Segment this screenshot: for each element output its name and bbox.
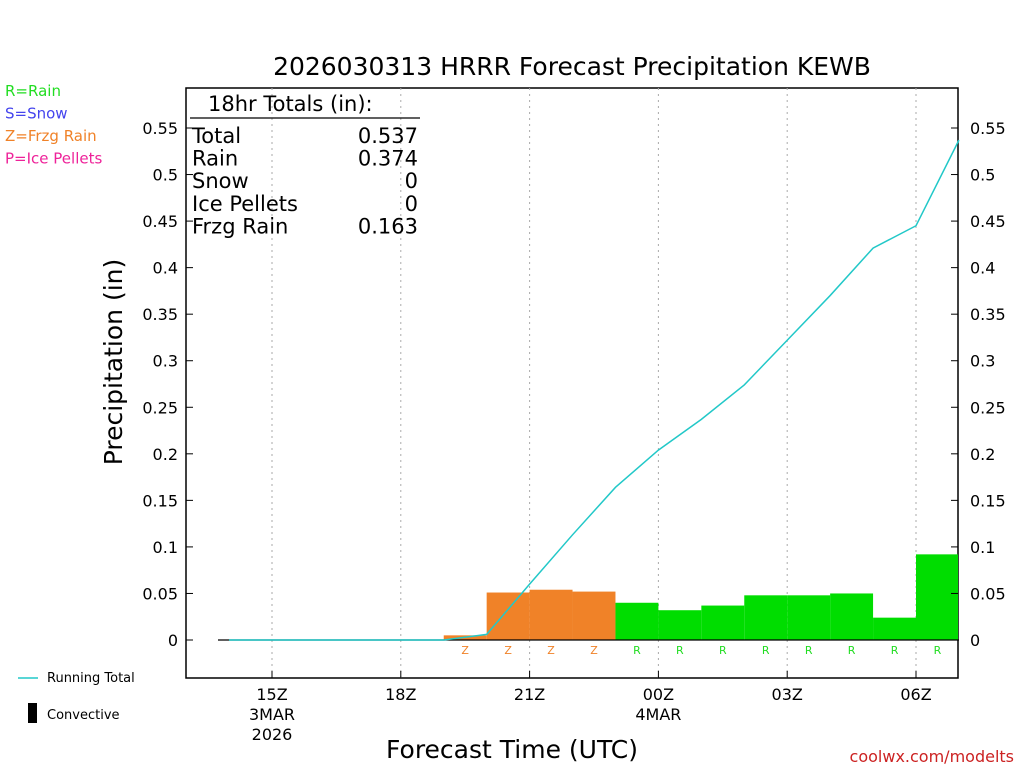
bottom-legend: Running Total Convective — [18, 671, 135, 723]
running-total-line — [229, 139, 960, 641]
totals-heading: 18hr Totals (in): — [208, 92, 373, 116]
totals-row-value: 0 — [405, 169, 418, 193]
x-axis-title: Forecast Time (UTC) — [386, 735, 638, 764]
y-tick-label-right: 0.2 — [970, 445, 995, 464]
y-tick-label-left: 0.4 — [153, 259, 178, 278]
precip-bar — [830, 593, 874, 640]
grid-lines — [271, 88, 917, 678]
precip-bar — [572, 591, 616, 640]
precip-type-label: Z — [504, 644, 512, 657]
running-total-legend-label: Running Total — [47, 671, 135, 686]
precip-type-legend-entry: Z=Frzg Rain — [5, 127, 97, 145]
precip-type-label: Z — [590, 644, 598, 657]
y-tick-label-left: 0.5 — [153, 166, 178, 185]
y-tick-label-right: 0.15 — [970, 491, 1006, 510]
precip-type-legend-entry: S=Snow — [5, 105, 68, 123]
y-tick-label-left: 0.15 — [142, 491, 178, 510]
precip-bar — [615, 602, 659, 640]
precip-bar — [701, 605, 745, 640]
y-axis-left: 0 0.05 0.1 0.15 0.2 0.25 0.3 0.35 0.4 0.45 0.5 0.55 — [142, 119, 193, 650]
convective-legend-label: Convective — [47, 708, 120, 723]
x-tick-label: 21Z — [514, 685, 545, 704]
precip-type-label: R — [719, 644, 727, 657]
precip-type-label: R — [762, 644, 770, 657]
y-tick-label-left: 0.1 — [153, 538, 178, 557]
y-tick-label-left: 0.2 — [153, 445, 178, 464]
totals-row-label: Ice Pellets — [192, 192, 298, 216]
totals-row-label: Rain — [192, 147, 238, 171]
y-tick-label-right: 0.5 — [970, 166, 995, 185]
y-tick-label-right: 0.1 — [970, 538, 995, 557]
x-tick-label: 18Z — [385, 685, 416, 704]
precip-type-label: R — [891, 644, 899, 657]
precip-type-label: R — [934, 644, 942, 657]
x-tick-label: 03Z — [772, 685, 803, 704]
plot-frame — [185, 87, 959, 679]
y-tick-label-right: 0.25 — [970, 398, 1006, 417]
y-axis-title: Precipitation (in) — [99, 259, 128, 466]
totals-row-value: 0.374 — [358, 147, 418, 171]
x-tick-date-label: 3MAR — [249, 705, 295, 724]
precip-bar — [916, 554, 958, 640]
precip-type-label: R — [633, 644, 641, 657]
x-tick-year-label: 2026 — [252, 725, 293, 744]
totals-row-value: 0 — [405, 192, 418, 216]
y-tick-label-left: 0.45 — [142, 212, 178, 231]
y-tick-label-left: 0.55 — [142, 119, 178, 138]
totals-row-label: Snow — [192, 169, 249, 193]
convective-legend-swatch — [28, 703, 37, 723]
x-tick-label: 06Z — [900, 685, 931, 704]
totals-box: 18hr Totals (in): Total 0.537 Rain 0.374 Sno… — [190, 92, 420, 238]
chart-title: 2026030313 HRRR Forecast Precipitation K… — [273, 52, 871, 81]
y-tick-label-left: 0.05 — [142, 584, 178, 603]
y-tick-label-right: 0 — [970, 631, 980, 650]
precip-type-label: R — [676, 644, 684, 657]
precip-type-label: R — [848, 644, 856, 657]
y-tick-label-right: 0.3 — [970, 352, 995, 371]
x-tick-label: 00Z — [643, 685, 674, 704]
y-tick-label-right: 0.4 — [970, 259, 995, 278]
bars-group — [443, 554, 958, 640]
precip-bar — [873, 617, 916, 640]
precip-type-label: Z — [547, 644, 555, 657]
precip-bar — [486, 592, 530, 640]
x-tick-date-label: 4MAR — [635, 705, 681, 724]
precip-type-legend-entry: R=Rain — [5, 82, 61, 100]
precip-type-legend-entry: P=Ice Pellets — [5, 150, 102, 168]
precip-type-label: R — [805, 644, 813, 657]
y-tick-label-left: 0 — [168, 631, 178, 650]
y-tick-label-right: 0.55 — [970, 119, 1006, 138]
totals-row-label: Total — [191, 124, 241, 148]
precip-bar — [658, 610, 702, 640]
precip-bar — [529, 589, 573, 640]
y-tick-label-right: 0.05 — [970, 584, 1006, 603]
y-axis-right: 0 0.05 0.1 0.15 0.2 0.25 0.3 0.35 0.4 0.45 0.5 0.55 — [951, 119, 1006, 650]
precip-bar — [744, 595, 788, 640]
y-tick-label-left: 0.3 — [153, 352, 178, 371]
y-tick-label-right: 0.35 — [970, 305, 1006, 324]
totals-row-value: 0.537 — [358, 124, 418, 148]
precip-bar — [787, 595, 831, 640]
precip-type-legend: R=Rain S=Snow Z=Frzg Rain P=Ice Pellets — [5, 82, 102, 168]
y-tick-label-left: 0.25 — [142, 398, 178, 417]
site-credit: coolwx.com/modelts — [850, 747, 1014, 766]
y-tick-label-left: 0.35 — [142, 305, 178, 324]
x-tick-label: 15Z — [256, 685, 287, 704]
y-tick-label-right: 0.45 — [970, 212, 1006, 231]
precip-type-label: Z — [461, 644, 469, 657]
totals-row-value: 0.163 — [358, 214, 418, 238]
totals-row-label: Frzg Rain — [192, 214, 288, 238]
